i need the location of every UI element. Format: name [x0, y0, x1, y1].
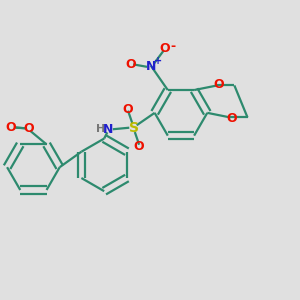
Text: O: O: [5, 121, 16, 134]
Text: O: O: [213, 78, 224, 91]
Text: H: H: [97, 124, 106, 134]
Text: -: -: [171, 40, 176, 53]
Text: N: N: [103, 123, 114, 136]
Text: O: O: [159, 42, 170, 56]
Text: O: O: [226, 112, 237, 124]
Text: O: O: [123, 103, 133, 116]
Text: S: S: [129, 121, 139, 135]
Text: O: O: [134, 140, 145, 153]
Text: N: N: [146, 60, 156, 73]
Text: O: O: [125, 58, 136, 71]
Text: O: O: [23, 122, 34, 135]
Text: +: +: [154, 56, 162, 66]
